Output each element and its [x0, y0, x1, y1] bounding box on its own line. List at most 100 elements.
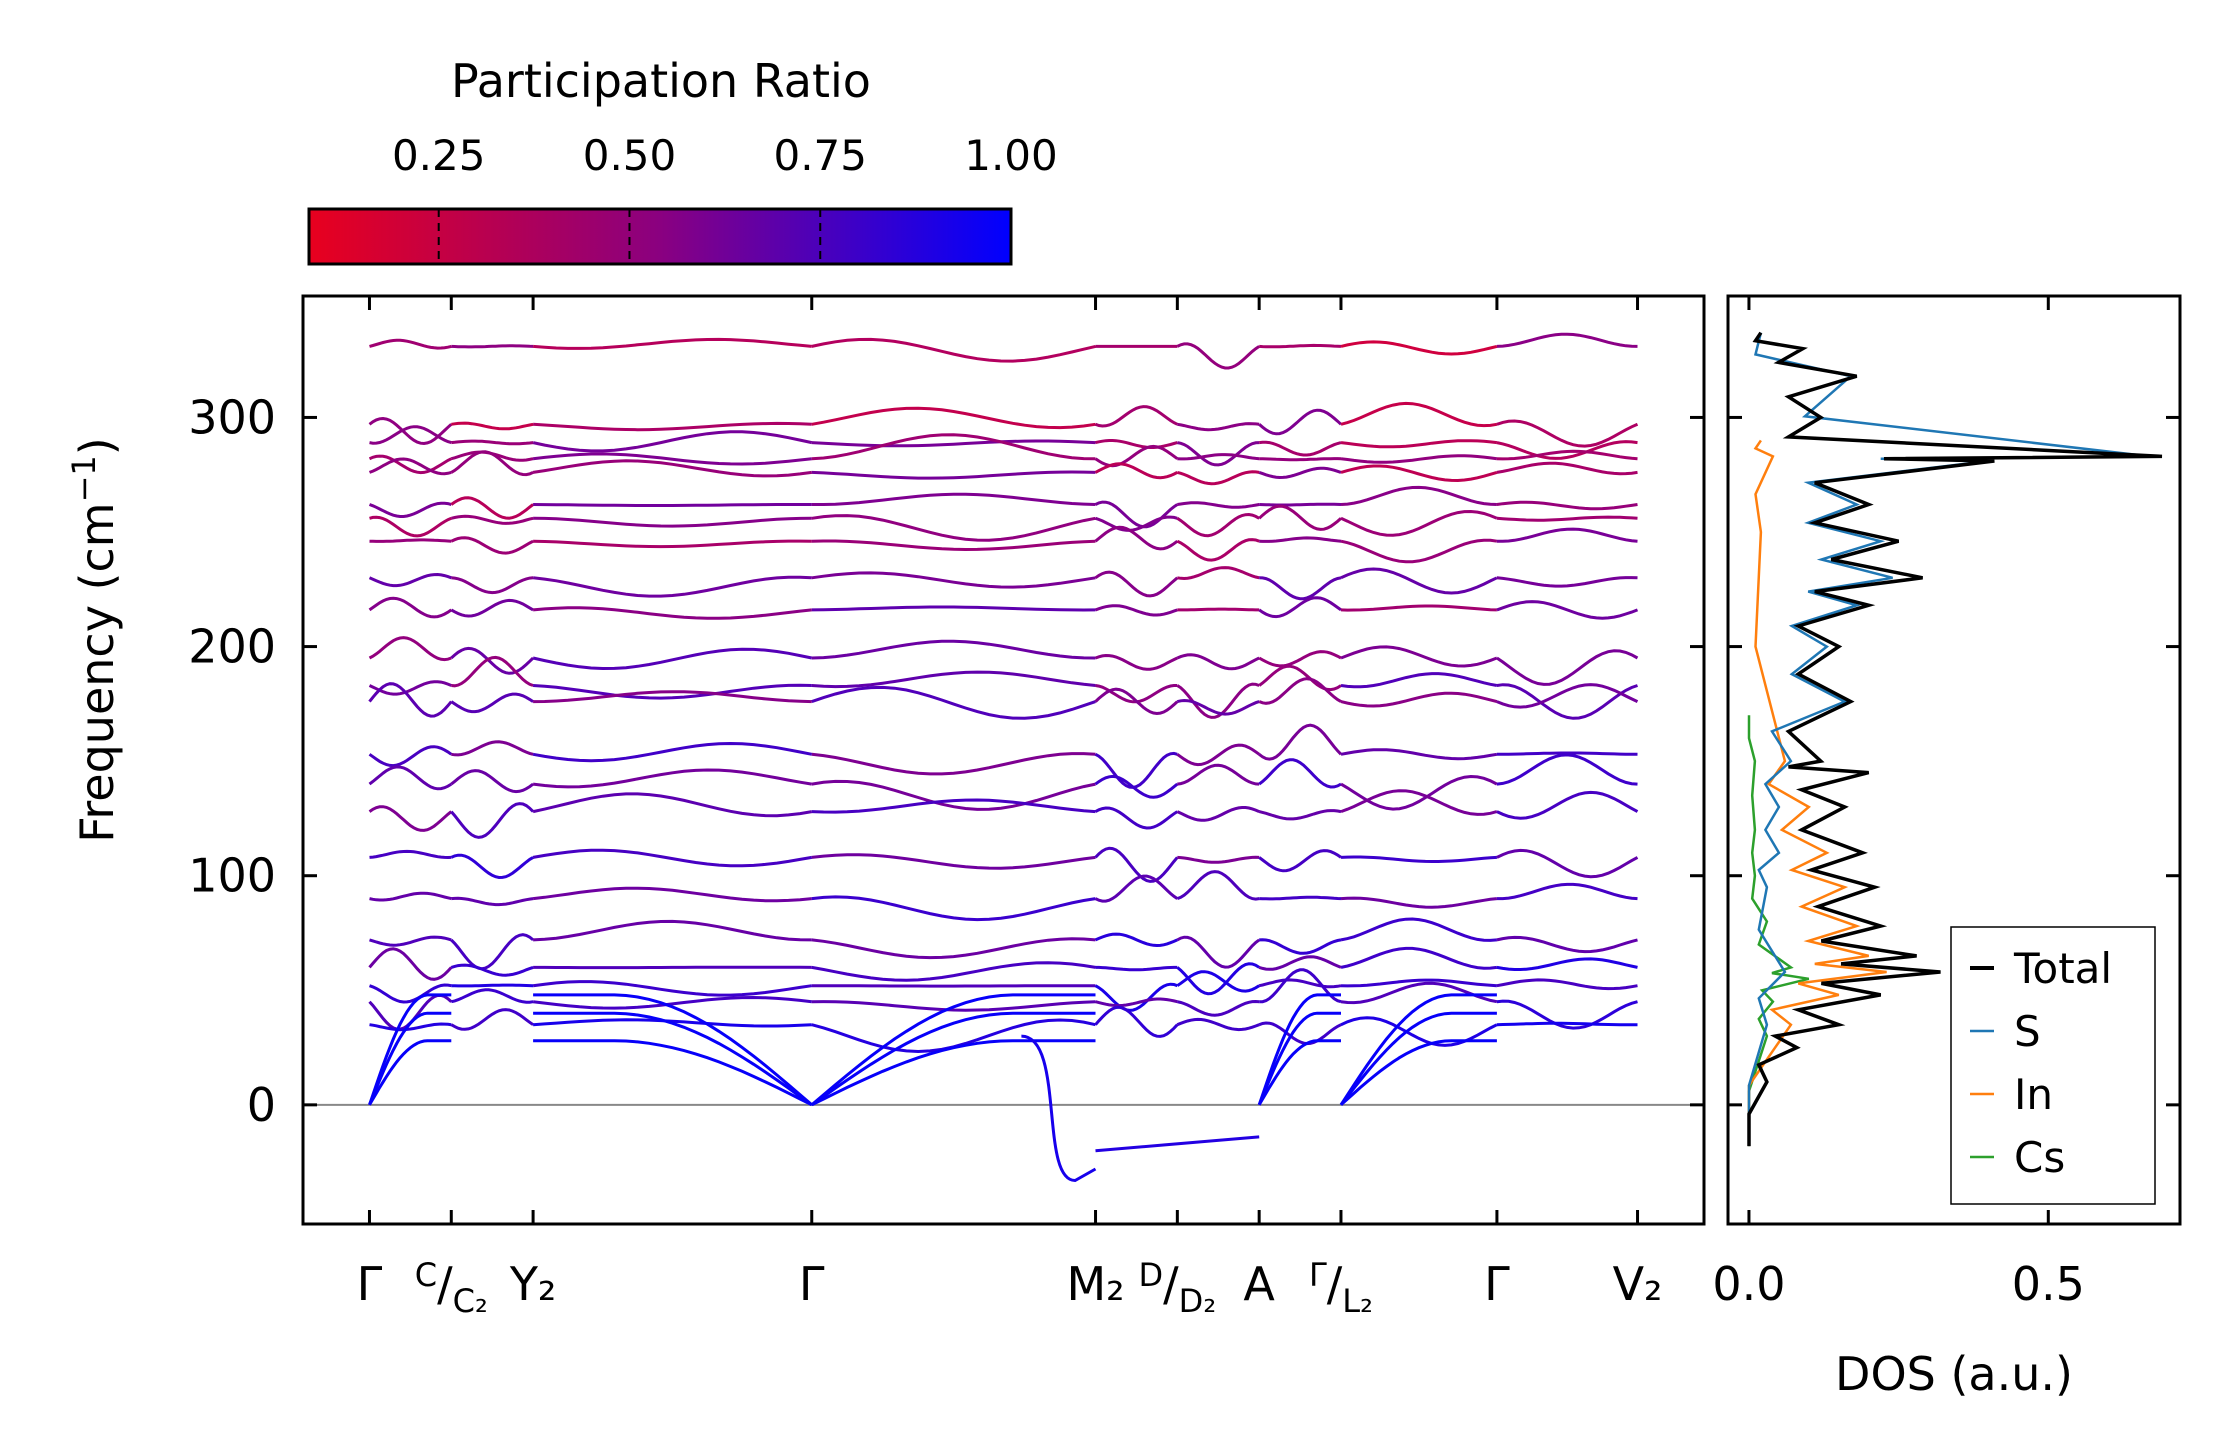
- phonon-band-50: [533, 421, 812, 432]
- phonon-band-49: [532, 337, 812, 350]
- phonon-band-199: [1496, 332, 1638, 348]
- phonon-band-37: [451, 655, 534, 688]
- phonon-band-69: [532, 980, 813, 997]
- phonon-band-133: [1177, 607, 1260, 612]
- legend-label-s: S: [2014, 1007, 2041, 1056]
- phonon-band-42: [450, 853, 534, 880]
- band-x-tick-label-fraction: D/D₂: [1139, 1256, 1217, 1320]
- phonon-band-188: [1340, 789, 1498, 816]
- phonon-band-152: [1259, 502, 1342, 507]
- phonon-band-114: [1094, 751, 1178, 789]
- phonon-band-17: [369, 891, 452, 902]
- phonon-band-60: [533, 683, 812, 700]
- dos-series-total: [1747, 331, 2163, 1147]
- band-x-tick-label: Γ: [1484, 1257, 1510, 1311]
- phonon-band-122: [1095, 997, 1178, 1008]
- phonon-band-183: [1340, 645, 1498, 668]
- phonon-band-33: [450, 536, 534, 555]
- y-axis-label: Frequency (cm−1): [65, 437, 124, 842]
- phonon-band-118: [1094, 874, 1179, 903]
- band-x-tick-label-fraction: Γ/L₂: [1309, 1256, 1373, 1320]
- phonon-band-67: [533, 919, 812, 942]
- band-x-tick-label: Γ: [799, 1257, 825, 1311]
- phonon-band-155: [1259, 576, 1342, 601]
- phonon-bands: [303, 332, 1704, 1183]
- phonon-band-55: [533, 516, 812, 528]
- phonon-band-221: [1496, 1021, 1638, 1027]
- acoustic-band-73: [533, 1011, 813, 1107]
- phonon-band-54: [533, 503, 812, 507]
- dos-ticks: [1728, 296, 2180, 1224]
- phonon-band-153: [1258, 504, 1342, 531]
- phonon-band-107: [1095, 515, 1178, 532]
- phonon-band-150: [1259, 457, 1342, 462]
- acoustic-band-74: [533, 993, 813, 1106]
- legend-label-total: Total: [2013, 944, 2112, 993]
- colorbar-title: Participation Ratio: [451, 54, 871, 108]
- phonon-band-102: [1095, 405, 1178, 428]
- phonon-band-125: [1177, 422, 1260, 432]
- band-y-tick-labels: 0 100 200 300: [188, 390, 276, 1131]
- acoustic-band-172: [1257, 993, 1341, 1106]
- phonon-band-94: [811, 961, 1096, 982]
- phonon-band-202: [1496, 449, 1638, 461]
- fraction-sub: L₂: [1342, 1282, 1373, 1320]
- band-y-tick-label: 100: [188, 849, 276, 903]
- phonon-band-41: [450, 802, 535, 839]
- phonon-band-140: [1177, 855, 1260, 864]
- phonon-band-39: [451, 740, 534, 757]
- fraction-sub: C₂: [453, 1282, 488, 1320]
- dos-series-in: [1747, 439, 1887, 1147]
- phonon-band-7: [369, 538, 452, 543]
- acoustic-band-99: [810, 1011, 1096, 1107]
- phonon-band-176: [1340, 454, 1498, 464]
- phonon-band-138: [1177, 763, 1260, 786]
- phonon-band-206: [1496, 527, 1638, 543]
- phonon-band-151: [1258, 466, 1342, 480]
- phonon-band-79: [811, 470, 1096, 480]
- phonon-band-61: [533, 690, 812, 704]
- phonon-band-14: [368, 765, 453, 791]
- phonon-band-104: [1094, 444, 1179, 468]
- phonon-band-110: [1095, 604, 1178, 617]
- phonon-band-213: [1496, 753, 1638, 786]
- phonon-band-214: [1496, 790, 1639, 820]
- phonon-band-70: [532, 995, 812, 1010]
- phonon-band-44: [450, 933, 535, 971]
- phonon-band-15: [368, 805, 453, 832]
- phonon-band-30: [450, 450, 534, 477]
- band-y-tick-label: 0: [247, 1078, 276, 1132]
- band-x-tick-labels: Γ C/C₂ Y₂ Γ M₂ D/D₂ A Γ/L₂ Γ V₂: [357, 1256, 1663, 1320]
- phonon-band-113: [1094, 687, 1179, 716]
- phonon-band-129: [1177, 501, 1260, 509]
- phonon-band-146: [1176, 1017, 1260, 1032]
- phonon-band-18: [369, 935, 452, 947]
- phonon-band-137: [1176, 743, 1261, 767]
- phonon-band-19: [368, 947, 453, 981]
- dos-curves: [1747, 331, 2163, 1147]
- phonon-band-216: [1496, 882, 1638, 901]
- phonon-band-193: [1340, 978, 1497, 988]
- phonon-band-106: [1094, 500, 1179, 529]
- phonon-band-160: [1258, 723, 1343, 761]
- phonon-band-169: [1258, 1021, 1342, 1046]
- y-axis-label-sup: −1: [65, 455, 103, 502]
- phonon-band-87: [811, 685, 1096, 720]
- band-x-tick-label: Y₂: [509, 1257, 557, 1311]
- phonon-band-83: [811, 571, 1096, 589]
- phonon-band-3: [368, 454, 452, 475]
- phonon-band-191: [1340, 917, 1498, 942]
- phonon-band-165: [1259, 938, 1342, 955]
- phonon-band-166: [1258, 955, 1342, 971]
- phonon-band-210: [1496, 683, 1638, 720]
- band-frame: [301, 294, 1706, 1226]
- dos-series-cs: [1747, 715, 1810, 1147]
- phonon-band-65: [532, 848, 813, 868]
- phonon-band-47: [450, 988, 534, 1004]
- phonon-band-4: [368, 457, 452, 476]
- phonon-band-179: [1340, 509, 1498, 537]
- phonon-band-91: [811, 853, 1096, 870]
- phonon-band-158: [1258, 664, 1342, 692]
- phonon-band-10: [368, 636, 452, 662]
- phonon-band-139: [1176, 806, 1260, 822]
